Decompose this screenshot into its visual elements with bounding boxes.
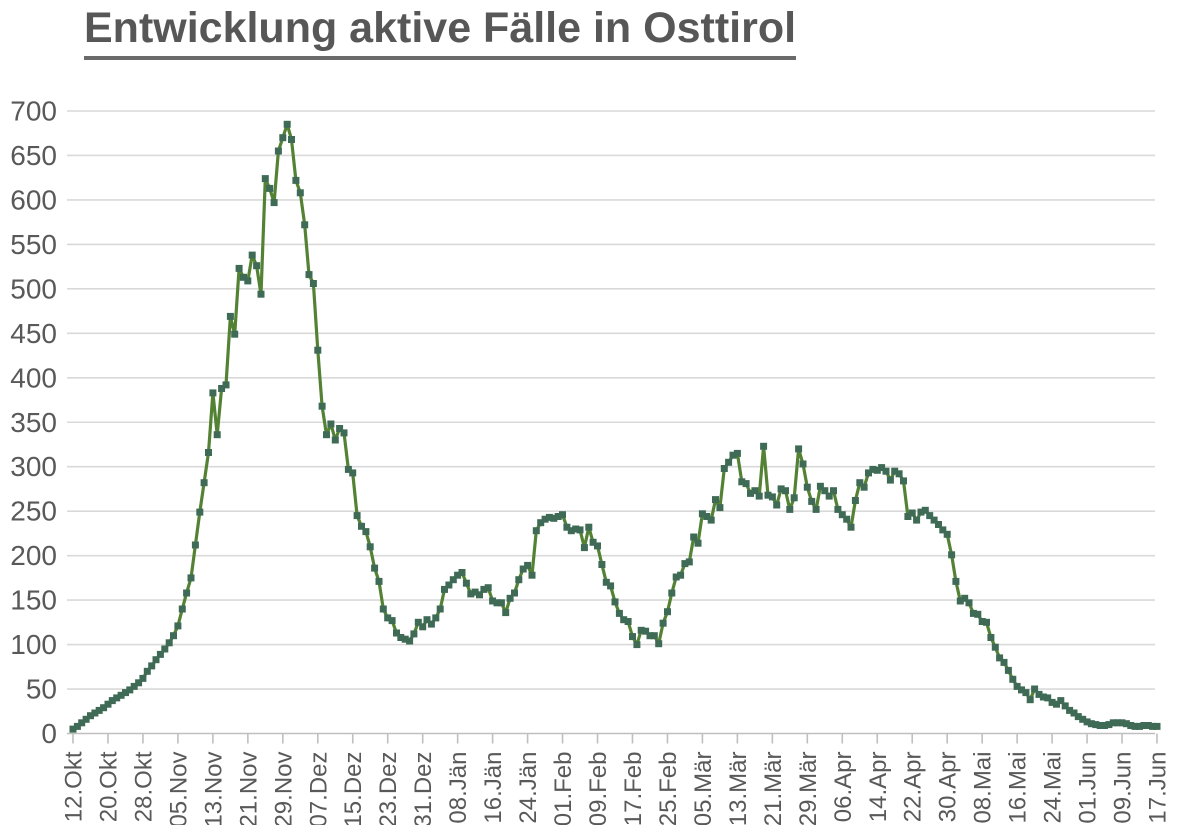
svg-text:600: 600 [10, 184, 57, 215]
svg-text:150: 150 [10, 585, 57, 616]
svg-text:21.Mär: 21.Mär [760, 752, 787, 825]
svg-text:300: 300 [10, 451, 57, 482]
svg-text:23.Dez: 23.Dez [375, 752, 402, 825]
svg-text:16.Mai: 16.Mai [1005, 752, 1032, 824]
svg-text:13.Nov: 13.Nov [200, 752, 227, 825]
svg-text:250: 250 [10, 496, 57, 527]
svg-text:200: 200 [10, 540, 57, 571]
svg-text:24.Jän: 24.Jän [515, 752, 542, 824]
chart-title: Entwicklung aktive Fälle in Osttirol [84, 4, 797, 60]
svg-text:22.Apr: 22.Apr [900, 752, 927, 823]
svg-text:01.Jun: 01.Jun [1075, 752, 1102, 824]
svg-text:05.Mär: 05.Mär [690, 752, 717, 825]
y-axis-labels: 0 50 100 150 200 250 300 350 400 450 500 550 600 650 7… [10, 96, 57, 750]
svg-text:13.Mär: 13.Mär [725, 752, 752, 825]
gridlines [67, 110, 1155, 690]
svg-text:15.Dez: 15.Dez [340, 752, 367, 825]
svg-text:29.Mär: 29.Mär [795, 752, 822, 825]
svg-text:08.Jän: 08.Jän [445, 752, 472, 824]
svg-text:31.Dez: 31.Dez [410, 752, 437, 825]
svg-text:25.Feb: 25.Feb [655, 752, 682, 825]
svg-text:29.Nov: 29.Nov [270, 752, 297, 825]
svg-text:30.Apr: 30.Apr [935, 752, 962, 823]
svg-text:500: 500 [10, 273, 57, 304]
series-markers [69, 120, 1161, 733]
x-axis-ticks [72, 733, 1158, 744]
svg-text:17.Jun: 17.Jun [1145, 752, 1172, 824]
svg-text:21.Nov: 21.Nov [235, 752, 262, 825]
svg-text:350: 350 [10, 407, 57, 438]
x-axis-labels: 12.Okt 20.Okt 28.Okt 05.Nov 13.Nov 21.Nov 29.N… [61, 751, 1172, 825]
svg-text:50: 50 [26, 674, 57, 705]
svg-text:100: 100 [10, 629, 57, 660]
svg-text:20.Okt: 20.Okt [95, 751, 122, 822]
svg-text:07.Dez: 07.Dez [305, 752, 332, 825]
svg-text:17.Feb: 17.Feb [620, 752, 647, 825]
svg-text:400: 400 [10, 362, 57, 393]
svg-text:650: 650 [10, 140, 57, 171]
svg-text:16.Jän: 16.Jän [480, 752, 507, 824]
svg-text:24.Mai: 24.Mai [1040, 752, 1067, 824]
svg-text:01.Feb: 01.Feb [550, 752, 577, 825]
svg-text:0: 0 [41, 718, 57, 749]
svg-text:06.Apr: 06.Apr [830, 752, 857, 823]
svg-text:09.Jun: 09.Jun [1110, 752, 1137, 824]
svg-text:14.Apr: 14.Apr [865, 752, 892, 823]
svg-text:450: 450 [10, 318, 57, 349]
svg-text:700: 700 [10, 96, 57, 127]
svg-text:550: 550 [10, 229, 57, 260]
svg-text:08.Mai: 08.Mai [970, 752, 997, 824]
svg-text:28.Okt: 28.Okt [130, 751, 157, 822]
svg-text:12.Okt: 12.Okt [61, 751, 88, 822]
svg-text:05.Nov: 05.Nov [165, 752, 192, 825]
svg-text:09.Feb: 09.Feb [585, 752, 612, 825]
